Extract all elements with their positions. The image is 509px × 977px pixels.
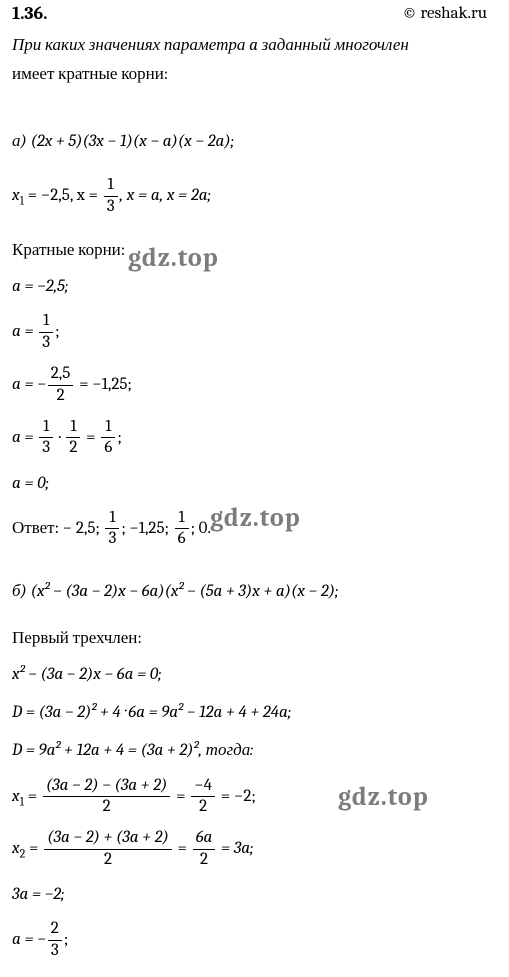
- a-val-4: a = 13 · 12 = 16;: [12, 417, 339, 459]
- first-trinomial-label: Первый трехчлен:: [12, 625, 339, 652]
- a-val-5: a = 0;: [12, 470, 339, 497]
- x2-line: x2 = (3a − 2) + (3a + 2)2 = 6a2 = 3a;: [12, 828, 339, 870]
- eq-3a: 3a = −2;: [12, 881, 339, 908]
- part-a-label: а) (2x + 5)(3x − 1)(x − a)(x − 2a);: [12, 128, 339, 155]
- a-val-1: a = −2,5;: [12, 273, 339, 300]
- question-line1: При каких значениях параметра a заданный…: [12, 36, 409, 55]
- problem-number: 1.36.: [12, 3, 47, 24]
- part-b-label: б) (x² − (3a − 2)x − 6a)(x² − (5a + 3)x …: [12, 578, 339, 605]
- a-final: a = −23;: [12, 919, 339, 961]
- question-block: При каких значениях параметра a заданный…: [12, 32, 502, 90]
- watermark-icon: gdz.top: [338, 782, 429, 812]
- disc-1: D = (3a − 2)² + 4 · 6a = 9a² − 12a + 4 +…: [12, 699, 339, 726]
- solution-content: а) (2x + 5)(3x − 1)(x − a)(x − 2a); x1 =…: [12, 128, 339, 972]
- x1-line: x1 = (3a − 2) − (3a + 2)2 = −42 = −2;: [12, 776, 339, 818]
- a-val-3: a = −2,52 = −1,25;: [12, 364, 339, 406]
- part-a-roots: x1 = −2,5, x = 13, x = a, x = 2a;: [12, 175, 339, 217]
- answer-a: Ответ: − 2,5; 13; −1,25; 16; 0.: [12, 508, 339, 550]
- a-val-2: a = 13;: [12, 311, 339, 353]
- multi-roots-label: Кратные корни:: [12, 237, 339, 264]
- copyright-text: © reshak.ru: [402, 4, 487, 23]
- disc-2: D = 9a² + 12a + 4 = (3a + 2)², тогда:: [12, 737, 339, 764]
- eq-1: x² − (3a − 2)x − 6a = 0;: [12, 661, 339, 688]
- part-b-section: б) (x² − (3a − 2)x − 6a)(x² − (5a + 3)x …: [12, 578, 339, 961]
- question-line2: имеет кратные корни:: [12, 65, 168, 84]
